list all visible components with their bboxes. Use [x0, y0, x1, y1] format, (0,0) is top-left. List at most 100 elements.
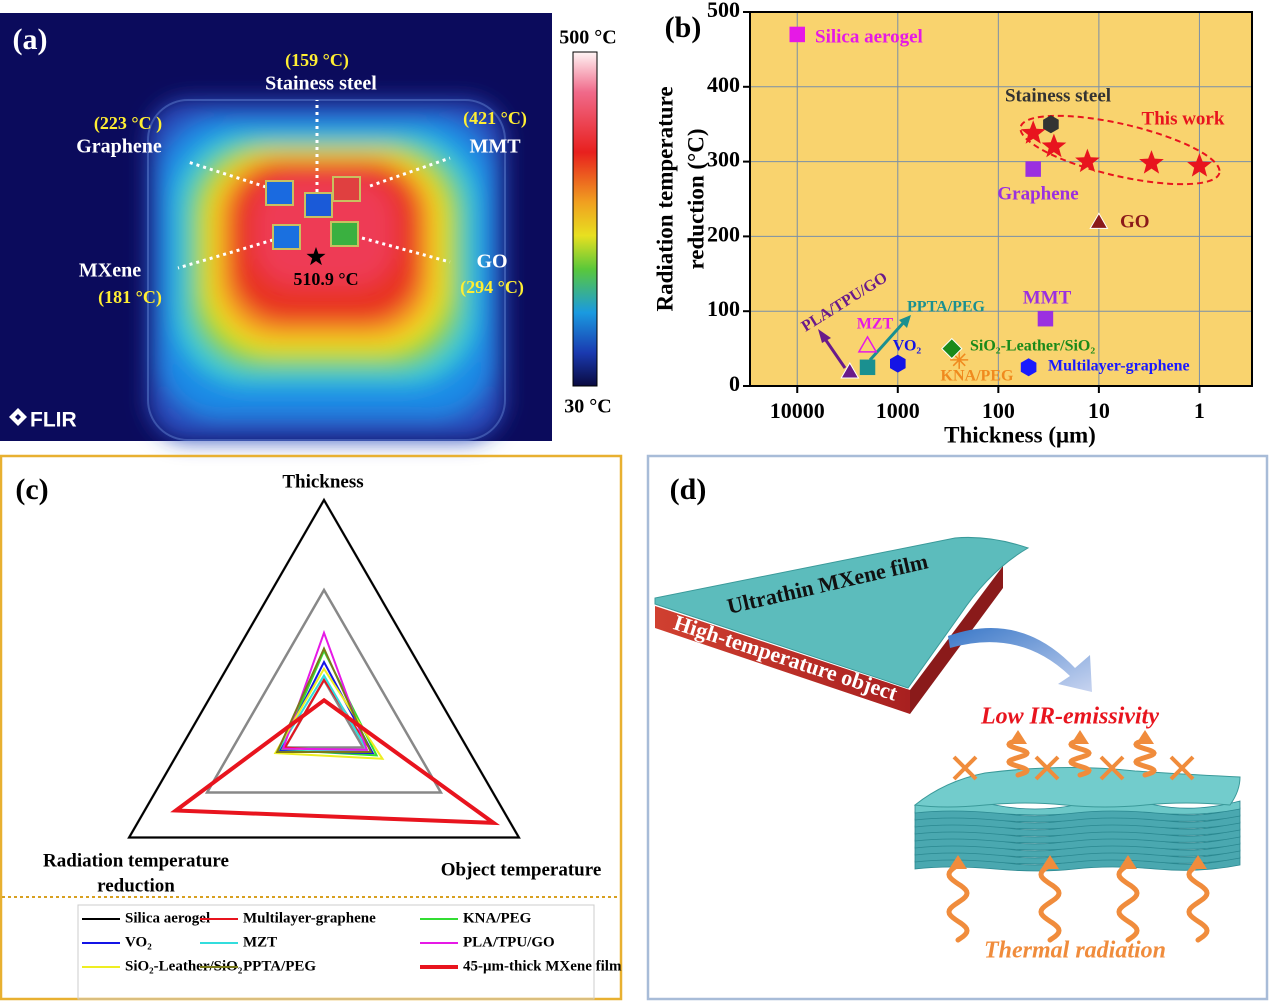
sample-square [304, 192, 333, 218]
marker [1025, 161, 1041, 177]
axis-label: reduction [97, 875, 175, 896]
sample-name: Stainess steel [265, 73, 377, 95]
marker [1041, 133, 1067, 158]
arrow-head [818, 329, 831, 343]
radiation-arrowhead [1136, 730, 1154, 744]
radiation-arrowhead [1041, 855, 1059, 869]
legend-label: VO₂ [125, 934, 152, 950]
pointer-line [361, 236, 451, 264]
marker [950, 350, 969, 369]
series-label: Multilayer-graphene [1048, 358, 1190, 375]
marker [840, 361, 860, 379]
series-label: This work [1142, 108, 1225, 129]
radiation-wave [1116, 862, 1140, 943]
series-label: VO₂ [893, 338, 922, 355]
series-label: Graphene [997, 183, 1078, 204]
y-tick-label: 400 [707, 72, 740, 97]
object-front [655, 606, 910, 714]
marker [1020, 120, 1046, 144]
marker [1020, 358, 1037, 377]
marker [857, 335, 878, 353]
axis-label: Radiation temperature [43, 850, 229, 871]
marker [859, 359, 876, 376]
axis-label: Object temperature [441, 859, 602, 880]
arrow-head [899, 315, 911, 328]
radar-line [170, 697, 501, 826]
legend-label: PPTA/PEG [243, 958, 316, 974]
legend-label: MZT [243, 934, 277, 950]
plot-background [750, 12, 1252, 386]
x-tick-label: 10000 [770, 398, 825, 423]
axis-label: Thickness [282, 471, 363, 492]
sample-name: GO [476, 251, 507, 273]
marker [1043, 115, 1059, 134]
y-tick-label: 0 [729, 371, 740, 396]
sample-square [265, 180, 294, 206]
legend-label: SiO₂-Leather/SiO₂ [125, 958, 243, 974]
radiation-wave [1038, 862, 1062, 943]
colorbar-max: 500 °C [559, 27, 616, 49]
x-axis-label: Thickness (μm) [944, 422, 1096, 447]
series-label: KNA/PEG [941, 368, 1014, 385]
legend-label: 45-μm-thick MXene film [463, 958, 622, 974]
sample-temperature: (159 °C) [285, 50, 349, 71]
blocked-mark [1099, 755, 1125, 781]
sample-temperature: (223 °C ) [94, 113, 162, 134]
y-tick-label: 100 [707, 296, 740, 321]
radiation-wave [1068, 737, 1092, 778]
y-axis-label: Radiation temperature [652, 86, 677, 311]
series-label: Stainess steel [1005, 85, 1111, 106]
sample-name: Graphene [76, 136, 162, 158]
highlight-ellipse [1019, 114, 1221, 186]
series-label: SiO₂-Leather/SiO₂ [970, 338, 1095, 355]
radiation-arrowhead [1119, 855, 1137, 869]
marker [1089, 212, 1109, 229]
logo: FLIR [30, 409, 77, 432]
sample-temperature: (421 °C) [463, 108, 527, 129]
panel-label: (d) [670, 473, 707, 506]
marker [1075, 148, 1100, 173]
panel-label: (a) [13, 23, 48, 56]
sample-name: MMT [469, 136, 521, 158]
colorbar [572, 51, 598, 387]
series-label: Silica aerogel [815, 26, 923, 47]
sample-square [330, 221, 359, 247]
colorbar-min: 30 °C [564, 396, 611, 418]
marker [890, 354, 906, 373]
arrow [868, 320, 906, 362]
grid-triangle [204, 587, 444, 794]
hotspot-temperature: 510.9 °C [293, 269, 358, 289]
legend-label: PLA/TPU/GO [463, 934, 555, 950]
panel-label: (c) [15, 473, 48, 506]
radiation-wave [1133, 737, 1157, 778]
radiation-wave [1186, 862, 1210, 943]
film-top [913, 766, 1241, 808]
marker [1187, 153, 1212, 177]
plot-frame [749, 11, 1253, 387]
panel-border [646, 454, 1269, 1001]
legend-label: Multilayer-graphene [243, 910, 376, 926]
film-layer [914, 800, 1241, 816]
radiation-label: Thermal radiation [984, 938, 1166, 964]
blocked-mark [1169, 755, 1195, 781]
radiation-arrowhead [1071, 730, 1089, 744]
sample-square [272, 224, 301, 250]
series-label: MZT [857, 316, 894, 333]
x-tick-label: 1000 [876, 398, 920, 423]
marker [789, 26, 805, 43]
pointer-line [177, 238, 274, 270]
marker [1037, 310, 1054, 327]
x-tick-label: 100 [982, 398, 1015, 423]
radiation-arrowhead [1189, 855, 1207, 869]
heated-plate-edge [147, 99, 506, 441]
sample-square [332, 176, 361, 202]
y-tick-label: 300 [707, 147, 740, 172]
effect-label: Low IR-emissivity [980, 704, 1159, 730]
series-label: PPTA/PEG [907, 299, 985, 316]
sample-name: MXene [79, 260, 141, 282]
flir-icon [9, 408, 27, 426]
marker [941, 337, 963, 360]
marker [1139, 150, 1164, 174]
